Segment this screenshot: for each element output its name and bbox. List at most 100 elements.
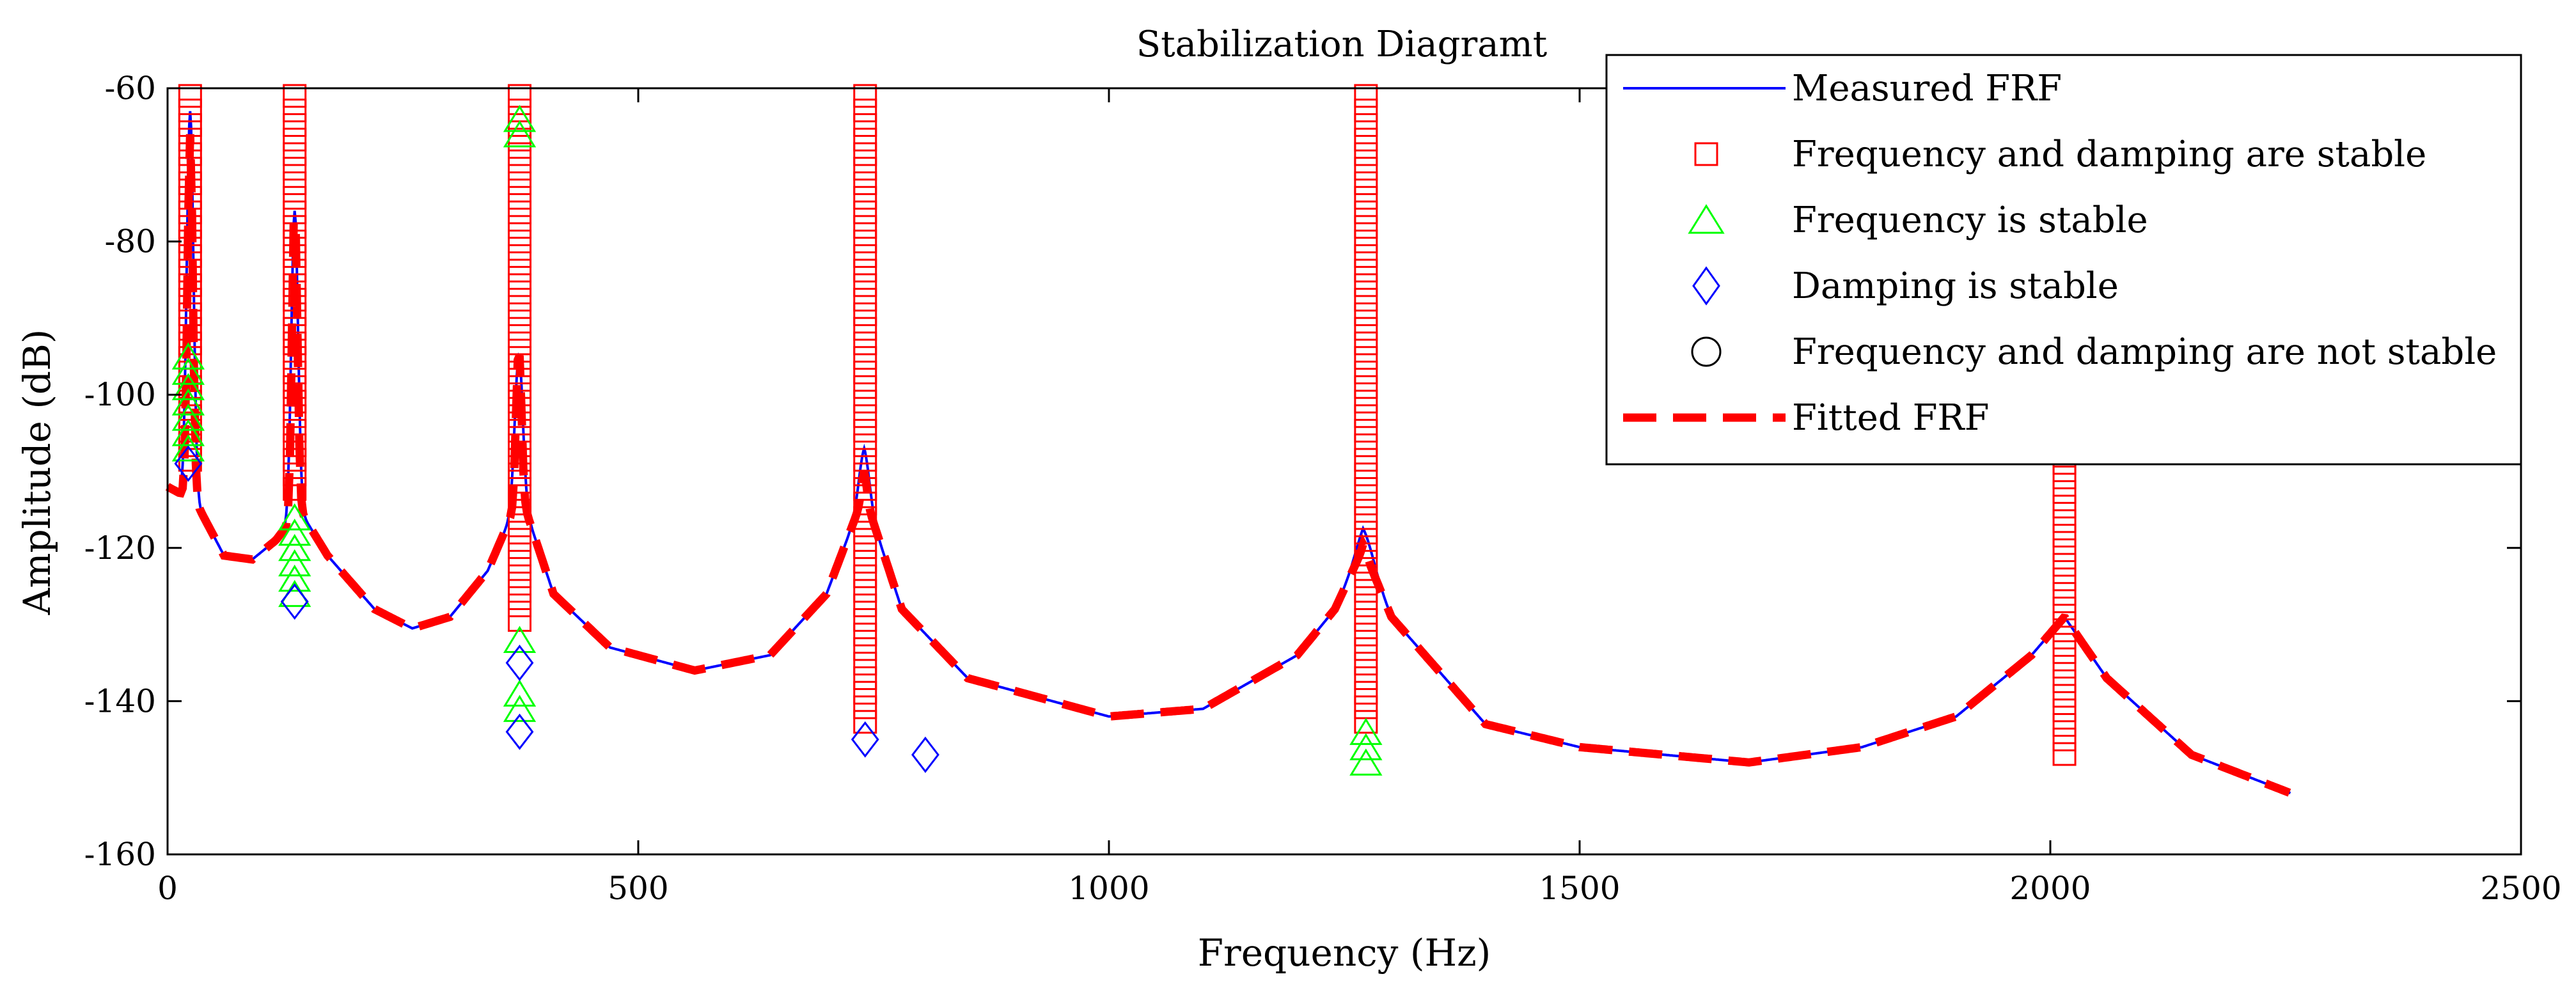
stable-both-marker (853, 360, 877, 384)
stable-both-marker (508, 258, 532, 283)
y-tick-label: -60 (104, 70, 156, 107)
stable-both-marker (283, 185, 307, 210)
stable-freq-marker (1349, 748, 1383, 776)
legend-label: Frequency is stable (1792, 200, 2148, 241)
stable-both-marker (1354, 710, 1378, 734)
stable-both-marker (1354, 549, 1378, 574)
stable-both-marker (283, 404, 307, 428)
stable-both-marker (283, 477, 307, 501)
chart-title: Stabilization Diagramt (1136, 24, 1548, 65)
stable-both-marker (283, 113, 307, 137)
stable-both-marker (508, 113, 532, 137)
stable-both-marker (283, 433, 307, 457)
stable-both-marker (283, 142, 307, 166)
stable-both-marker (1354, 521, 1378, 545)
stable-freq-marker (1349, 733, 1383, 760)
stable-both-marker (1354, 433, 1378, 457)
stable-both-marker (1354, 491, 1378, 515)
stable-both-marker (178, 302, 202, 326)
stable-both-marker (178, 258, 202, 283)
stable-freq-marker (278, 549, 311, 577)
stable-both-marker (853, 113, 877, 137)
stable-both-marker (853, 549, 877, 574)
legend-label: Measured FRF (1792, 68, 2062, 109)
stable-both-marker (1354, 360, 1378, 384)
stable-both-marker (2052, 727, 2077, 751)
stable-both-marker (508, 491, 532, 515)
stable-damp-marker (174, 445, 203, 482)
stable-both-marker (2052, 553, 2077, 577)
stable-both-marker (283, 215, 307, 239)
x-tick-label: 1000 (1068, 870, 1149, 907)
x-tick-label: 1500 (1539, 870, 1620, 907)
stable-both-marker (178, 157, 202, 181)
stable-damp-marker (851, 721, 879, 758)
stable-both-marker (853, 491, 877, 515)
stable-both-marker (853, 346, 877, 370)
stable-both-column (178, 84, 202, 472)
stable-both-marker (853, 579, 877, 603)
stable-both-marker (508, 448, 532, 472)
stable-both-marker (283, 244, 307, 268)
stable-both-marker (2052, 684, 2077, 708)
stable-both-marker (283, 346, 307, 370)
legend: Measured FRF Frequency and damping are st… (1605, 54, 2522, 466)
stable-both-marker (1354, 346, 1378, 370)
stable-both-marker (508, 360, 532, 384)
stable-both-marker (283, 157, 307, 181)
stable-freq-marker (278, 564, 311, 592)
stable-both-marker (1354, 288, 1378, 312)
legend-label: Frequency and damping are not stable (1792, 331, 2497, 373)
stable-both-marker (2052, 466, 2077, 490)
stable-both-marker (853, 317, 877, 341)
stable-freq-marker (278, 533, 311, 561)
stable-both-marker (853, 375, 877, 399)
stable-both-marker (508, 215, 532, 239)
stable-both-marker (508, 244, 532, 268)
stable-both-marker (1354, 171, 1378, 196)
stable-freq-marker (171, 434, 205, 462)
stable-both-marker (853, 331, 877, 356)
stable-freq-marker (1349, 718, 1383, 745)
stable-both-marker (1354, 113, 1378, 137)
stable-both-marker (853, 622, 877, 647)
stable-both-marker (178, 244, 202, 268)
stable-both-marker (1354, 200, 1378, 224)
stable-both-marker (1354, 419, 1378, 443)
stable-both-marker (508, 521, 532, 545)
stable-both-marker (1354, 142, 1378, 166)
stable-both-marker (283, 288, 307, 312)
stable-both-marker (178, 113, 202, 137)
stable-both-marker (853, 142, 877, 166)
legend-label: Frequency and damping are stable (1792, 134, 2426, 175)
stable-both-marker (1354, 258, 1378, 283)
stable-both-marker (283, 171, 307, 196)
stable-both-column (1354, 84, 1378, 734)
stable-both-column (853, 84, 877, 734)
stable-both-marker (2052, 640, 2077, 664)
stable-both-marker (508, 477, 532, 501)
stable-both-marker (2052, 698, 2077, 723)
legend-entry-fitted: Fitted FRF (1623, 397, 1989, 439)
stable-both-marker (178, 389, 202, 414)
stable-both-marker (508, 288, 532, 312)
legend-circle-swatch (1691, 336, 1722, 367)
y-axis-title: Amplitude (dB) (15, 329, 59, 616)
stable-damp-marker (911, 736, 939, 773)
stable-both-marker (508, 157, 532, 181)
stable-damp-marker (505, 713, 534, 750)
stable-both-marker (853, 608, 877, 632)
stable-freq-marker (503, 120, 537, 148)
stable-both-marker (853, 215, 877, 239)
stable-both-marker (2052, 494, 2077, 519)
stable-both-marker (1354, 404, 1378, 428)
stable-freq-marker (171, 342, 205, 370)
stable-both-marker (508, 506, 532, 530)
legend-entry-measured: Measured FRF (1623, 68, 2062, 109)
stable-freq-marker (171, 404, 205, 431)
stable-both-marker (853, 680, 877, 705)
stable-both-marker (1354, 215, 1378, 239)
stable-both-marker (283, 230, 307, 254)
stable-both-marker (1354, 98, 1378, 123)
